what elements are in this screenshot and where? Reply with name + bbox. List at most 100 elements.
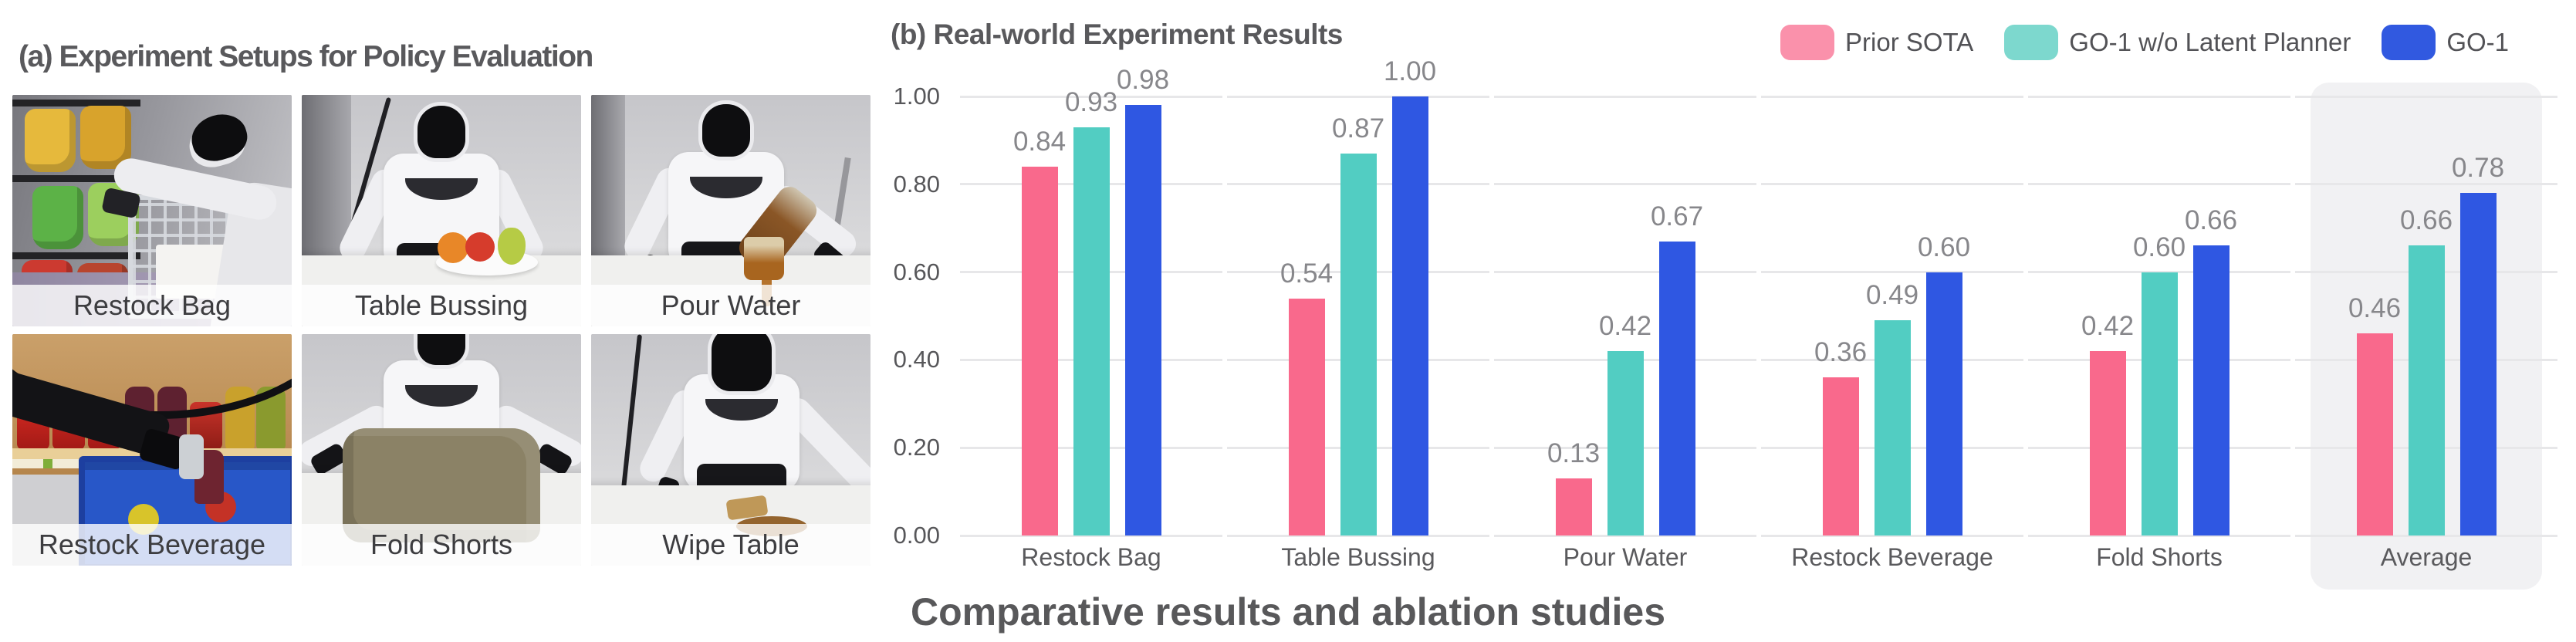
chart-legend: Prior SOTA GO-1 w/o Latent Planner GO-1 [1780, 25, 2509, 60]
table-bussing-go-1-bar [1391, 96, 1428, 536]
bar-value-label: 0.87 [1331, 113, 1385, 144]
y-tick-label: 0.00 [893, 522, 940, 549]
category-label-fold-shorts: Fold Shorts [2096, 543, 2223, 571]
gridline [1761, 271, 2023, 274]
gridline [2028, 183, 2290, 186]
restock-bag-go-1-w-o-latent-planner-bar [1073, 127, 1110, 536]
snack-bag [25, 109, 76, 172]
photo-label: Table Bussing [302, 285, 581, 326]
gridline [1494, 95, 1756, 98]
y-axis: 0.00 0.20 0.40 0.60 0.80 1.00 [829, 83, 940, 549]
experiment-photo-grid: Restock Bag Table Bussing [12, 95, 870, 566]
photo-restock-beverage: Restock Beverage [12, 334, 292, 566]
category-label-restock-bag: Restock Bag [1021, 543, 1161, 571]
legend-label: GO-1 w/o Latent Planner [2069, 28, 2351, 56]
orange-fruit [438, 232, 468, 263]
bar-value-label: 0.67 [1650, 201, 1704, 231]
bar-value-label: 0.60 [2132, 232, 2186, 262]
photo-label: Restock Bag [12, 285, 292, 326]
bar-value-label: 0.42 [1598, 311, 1652, 341]
bar-value-label: 0.66 [2399, 205, 2453, 235]
cup [744, 237, 784, 280]
fold-shorts-prior-sota-bar [2089, 351, 2126, 536]
gridline [1761, 95, 2023, 98]
pour-water-prior-sota-bar [1555, 478, 1592, 536]
chart-panel-average: 0.46 0.66 0.78 Average [2295, 83, 2557, 590]
photo-table-bussing: Table Bussing [302, 95, 581, 326]
gridline [2295, 183, 2557, 186]
chart-panel-fold-shorts: 0.42 0.60 0.66 Fold Shorts [2028, 95, 2290, 571]
restock-beverage-go-1-bar [1925, 272, 1962, 536]
photo-label: Pour Water [591, 285, 870, 326]
restock-beverage-prior-sota-bar [1822, 377, 1859, 536]
fold-shorts-go-1-bar [2192, 245, 2229, 536]
gridline [1494, 183, 1756, 186]
pour-water-go-1-bar [1658, 242, 1695, 536]
gridline [1227, 534, 1489, 537]
gridline [960, 95, 1222, 98]
table-bussing-prior-sota-bar [1288, 299, 1325, 536]
gridline [2295, 95, 2557, 98]
category-label-pour-water: Pour Water [1563, 543, 1688, 571]
restock-beverage-go-1-w-o-latent-planner-bar [1874, 320, 1911, 536]
panel-b-title: (b) Real-world Experiment Results [891, 19, 1343, 50]
fold-shorts-go-1-w-o-latent-planner-bar [2141, 272, 2178, 536]
gridline [960, 534, 1222, 537]
chart-panel-table-bussing: 0.54 0.87 1.00 Table Bussing [1227, 56, 1489, 571]
bar-value-label: 0.46 [2348, 293, 2402, 323]
legend-label: Prior SOTA [1845, 28, 1974, 56]
photo-restock-bag: Restock Bag [12, 95, 292, 326]
average-go-1-w-o-latent-planner-bar [2408, 245, 2445, 536]
legend-label: GO-1 [2446, 28, 2509, 56]
bar-value-label: 0.36 [1814, 337, 1868, 367]
gridline [2028, 271, 2290, 274]
category-label-table-bussing: Table Bussing [1281, 543, 1435, 571]
bar-value-label: 0.49 [1865, 280, 1919, 310]
photo-fold-shorts: Fold Shorts [302, 334, 581, 566]
y-tick-label: 1.00 [893, 83, 940, 110]
average-prior-sota-bar [2356, 333, 2393, 536]
bar-chart: 0.84 0.93 0.98 Restock Bag 0.54 0.87 1.00 Table… [960, 56, 2557, 590]
legend-item-prior-sota: Prior SOTA [1780, 25, 1973, 60]
pour-water-go-1-w-o-latent-planner-bar [1607, 351, 1644, 536]
restock-bag-prior-sota-bar [1021, 167, 1058, 536]
gridline [1494, 534, 1756, 537]
photo-label: Fold Shorts [302, 524, 581, 566]
legend-swatch-go1 [2382, 25, 2436, 60]
gridline [2295, 534, 2557, 537]
y-tick-label: 0.80 [893, 170, 940, 198]
chart-panel-restock-bag: 0.84 0.93 0.98 Restock Bag [960, 65, 1222, 571]
gridline [1761, 183, 2023, 186]
bar-value-label: 0.84 [1012, 127, 1067, 157]
bar-value-label: 0.78 [2451, 153, 2505, 183]
pear-fruit [498, 228, 526, 265]
legend-swatch-go1-wo-latent-planner [2004, 25, 2059, 60]
category-label-average: Average [2380, 543, 2473, 571]
bar-value-label: 0.60 [1917, 232, 1971, 262]
bar-value-label: 0.42 [2081, 311, 2135, 341]
bar-value-label: 0.54 [1280, 258, 1334, 289]
bar-value-label: 0.93 [1064, 87, 1118, 117]
khaki-shorts [343, 428, 540, 542]
photo-pour-water: Pour Water [591, 95, 870, 326]
photo-wipe-table: Wipe Table [591, 334, 870, 566]
photo-label: Wipe Table [591, 524, 870, 566]
gridline [2028, 534, 2290, 537]
chart-panel-restock-beverage: 0.36 0.49 0.60 Restock Beverage [1761, 95, 2023, 571]
apple-fruit [465, 232, 495, 262]
legend-item-go1-wo-latent-planner: GO-1 w/o Latent Planner [2004, 25, 2351, 60]
table-bussing-go-1-w-o-latent-planner-bar [1340, 154, 1377, 536]
gridline [1494, 271, 1756, 274]
restock-bag-go-1-bar [1124, 105, 1161, 536]
panel-a-title: (a) Experiment Setups for Policy Evaluat… [19, 40, 593, 73]
snack-bag [80, 106, 131, 169]
gridline [1761, 534, 2023, 537]
held-bottle [179, 434, 204, 479]
figure-caption: Comparative results and ablation studies [910, 590, 1666, 634]
legend-swatch-prior-sota [1780, 25, 1835, 60]
average-go-1-bar [2459, 193, 2497, 536]
legend-item-go1: GO-1 [2382, 25, 2509, 60]
category-label-restock-beverage: Restock Beverage [1791, 543, 1993, 571]
gridline [1227, 95, 1489, 98]
